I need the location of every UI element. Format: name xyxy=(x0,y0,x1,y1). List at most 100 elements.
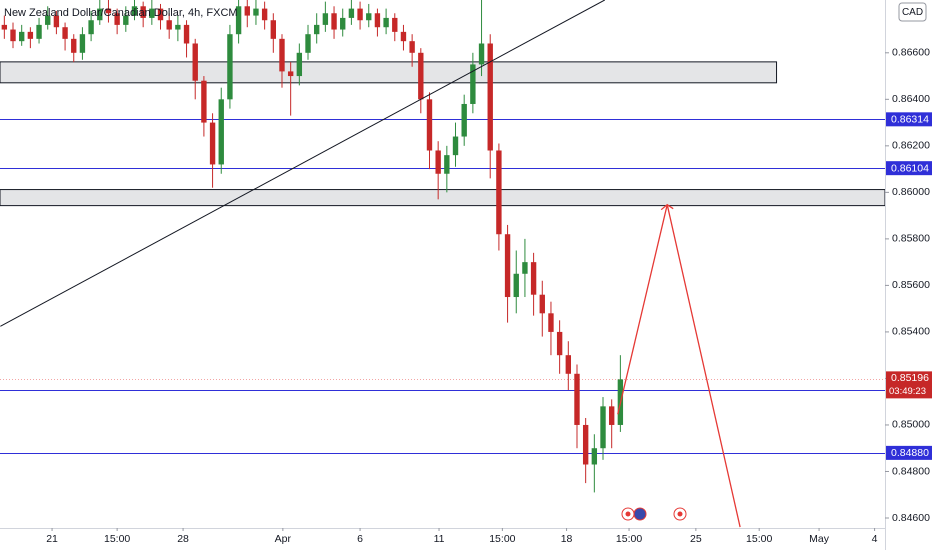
last-price-tag xyxy=(886,371,932,399)
candle-body xyxy=(157,8,164,21)
candle-body xyxy=(426,99,433,151)
candle-body xyxy=(244,6,250,16)
candle-body xyxy=(392,17,398,32)
level-tag-label: 0.86104 xyxy=(891,162,929,174)
level-tag xyxy=(886,112,932,127)
y-tick-label: 0.86200 xyxy=(892,140,930,152)
y-tick-label: 0.84800 xyxy=(892,465,930,477)
candle-body xyxy=(201,80,207,123)
x-tick-label: 15:00 xyxy=(489,533,515,545)
candle-body xyxy=(227,34,233,100)
candle-body xyxy=(88,20,94,35)
zone xyxy=(0,61,778,84)
candle-body xyxy=(487,43,493,151)
candle-body xyxy=(36,24,42,39)
event-icon xyxy=(677,511,683,517)
candle-body xyxy=(418,52,424,100)
candle-body xyxy=(218,99,224,165)
candle-body xyxy=(175,24,181,30)
candle-body xyxy=(357,8,363,21)
currency-badge[interactable] xyxy=(898,2,927,22)
x-tick-label: 15:00 xyxy=(616,533,642,545)
level-tag-label: 0.86314 xyxy=(891,114,929,126)
candle-body xyxy=(27,31,34,39)
candle-body xyxy=(114,13,120,25)
y-tick-label: 0.86000 xyxy=(892,186,930,198)
event-icon xyxy=(625,511,631,517)
candle-body xyxy=(461,103,467,137)
candle-body xyxy=(253,8,259,16)
trendline xyxy=(0,0,605,327)
candle-body xyxy=(19,31,25,42)
candle-body xyxy=(600,406,606,449)
candle-body xyxy=(444,155,450,174)
x-tick-label: 21 xyxy=(46,533,58,545)
countdown-label: 03:49:23 xyxy=(889,386,926,397)
candle-body xyxy=(504,234,511,298)
candle-body xyxy=(140,6,146,18)
candle-body xyxy=(1,24,8,30)
currency-label: CAD xyxy=(902,7,923,18)
candle-body xyxy=(149,8,155,18)
candle-body xyxy=(435,150,441,174)
candle-body xyxy=(105,8,112,14)
candle-body xyxy=(270,20,276,39)
y-tick-label: 0.86600 xyxy=(892,47,930,59)
candle-body xyxy=(62,27,68,39)
candle-body xyxy=(314,24,320,35)
candle-body xyxy=(574,373,580,425)
y-tick-label: 0.86400 xyxy=(892,93,930,105)
x-tick-label: 25 xyxy=(690,533,702,545)
y-tick-label: 0.85400 xyxy=(892,326,930,338)
candle-body xyxy=(609,406,615,425)
candle-body xyxy=(296,52,303,77)
candle-body xyxy=(45,15,51,25)
event-icons[interactable] xyxy=(621,507,687,521)
y-tick-label: 0.84600 xyxy=(892,512,930,524)
candle-body xyxy=(305,34,311,53)
candle-body xyxy=(279,38,285,72)
candle-body xyxy=(478,43,485,65)
candle-body xyxy=(287,71,294,77)
candle-body xyxy=(261,8,268,21)
candle-body xyxy=(582,424,589,465)
candle-body xyxy=(79,34,86,53)
candle-body xyxy=(539,294,545,314)
candle-body xyxy=(470,64,476,104)
candle-body xyxy=(591,448,598,465)
x-tick-label: 15:00 xyxy=(746,533,772,545)
candle-body xyxy=(331,13,337,30)
candle-body xyxy=(166,20,172,30)
level-tag xyxy=(886,161,932,176)
candle-body xyxy=(530,262,537,295)
candle-body xyxy=(209,122,216,165)
x-tick-label: 15:00 xyxy=(104,533,130,545)
x-tick-label: 28 xyxy=(177,533,189,545)
candle-body xyxy=(322,13,329,25)
candle-body xyxy=(340,17,346,30)
candle-body xyxy=(131,6,138,16)
candle-body xyxy=(452,136,459,156)
projection-arrowhead xyxy=(660,203,674,211)
candle-body xyxy=(192,43,198,81)
candle-body xyxy=(522,262,528,274)
chart-title: New Zealand Dollar/Canadian Dollar, 4h, … xyxy=(4,7,238,19)
level-tag xyxy=(886,445,932,460)
candle-body xyxy=(496,150,502,235)
candle-body xyxy=(235,6,242,35)
candle-body xyxy=(71,38,77,53)
candle-body xyxy=(565,355,571,374)
candle-body xyxy=(366,13,372,21)
candle-body xyxy=(123,15,129,25)
candle-body xyxy=(383,17,389,28)
candle-body xyxy=(374,13,381,28)
candle-body xyxy=(548,313,554,332)
candle-body xyxy=(10,29,16,42)
event-icon[interactable] xyxy=(633,507,647,521)
candle-body xyxy=(556,331,563,356)
last-price-label: 0.85196 xyxy=(891,372,929,384)
candle-body xyxy=(400,31,407,42)
candle-body xyxy=(53,15,60,28)
